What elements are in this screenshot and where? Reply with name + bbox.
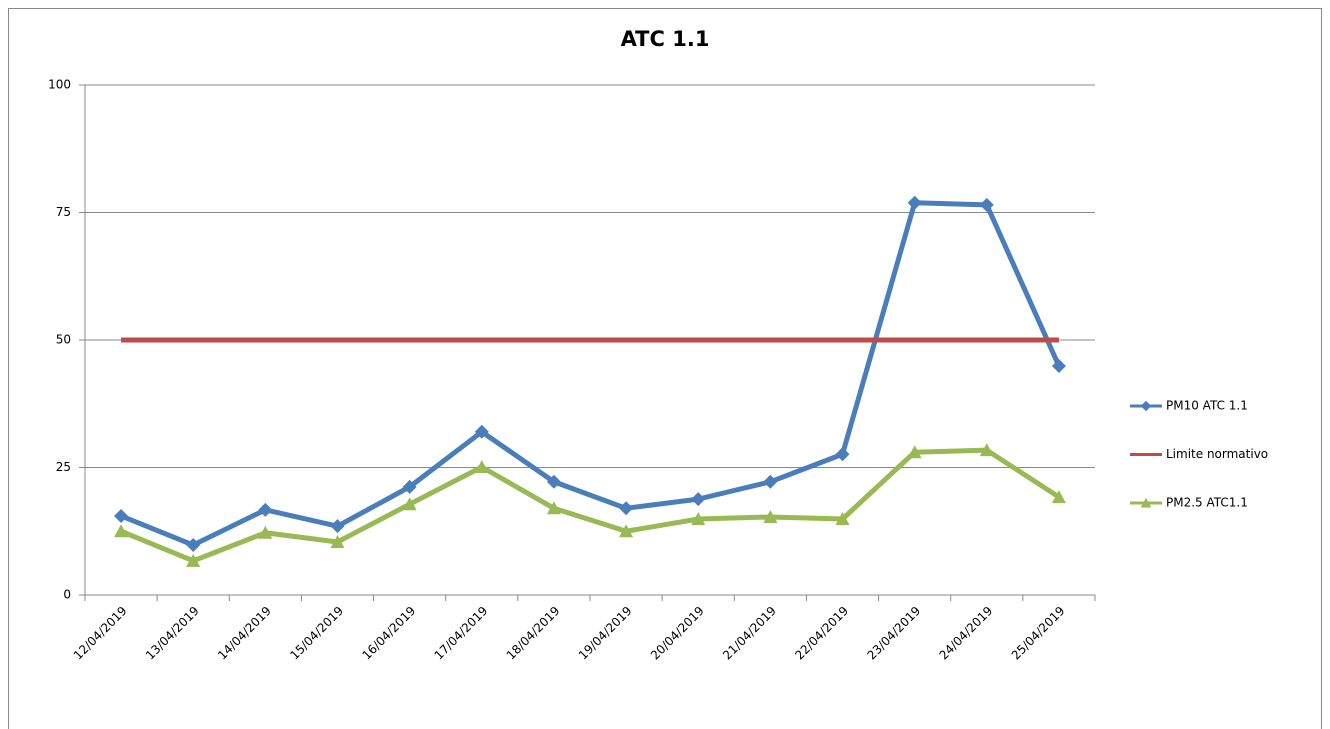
data-point	[835, 447, 850, 462]
series-line	[120, 200, 1062, 548]
data-point	[330, 519, 345, 534]
legend-label: Limite normativo	[1166, 447, 1268, 461]
data-point	[619, 524, 634, 538]
data-point	[763, 474, 778, 489]
data-point	[835, 512, 850, 526]
data-point	[691, 512, 706, 526]
legend-marker	[1140, 400, 1152, 412]
chart-border	[8, 8, 1322, 729]
data-point	[474, 459, 489, 473]
data-point	[474, 424, 489, 439]
data-point	[546, 474, 561, 489]
data-point	[907, 195, 922, 210]
legend-label: PM10 ATC 1.1	[1166, 399, 1248, 413]
data-point	[114, 524, 129, 538]
y-tick-label: 0	[63, 588, 71, 602]
legend-marker	[1140, 497, 1152, 508]
y-tick-label: 100	[48, 78, 71, 92]
data-point	[546, 501, 561, 515]
data-point	[402, 479, 417, 494]
data-point	[258, 502, 273, 517]
chart-title: ATC 1.1	[621, 27, 710, 51]
data-point	[979, 197, 994, 212]
y-tick-label: 75	[56, 205, 71, 219]
data-point	[186, 553, 201, 567]
data-point	[979, 443, 994, 457]
data-point	[258, 525, 273, 539]
data-point	[691, 492, 706, 507]
series-line	[120, 447, 1061, 564]
data-point	[907, 445, 922, 459]
y-tick-label: 25	[56, 460, 71, 474]
legend-label: PM2.5 ATC1.1	[1166, 496, 1248, 510]
data-point	[402, 497, 417, 511]
data-point	[186, 538, 201, 553]
data-point	[330, 534, 345, 548]
data-point	[114, 508, 129, 523]
y-tick-label: 50	[56, 333, 71, 347]
data-point	[1051, 359, 1066, 374]
data-point	[763, 509, 778, 523]
data-point	[1051, 490, 1066, 504]
data-point	[619, 501, 634, 516]
